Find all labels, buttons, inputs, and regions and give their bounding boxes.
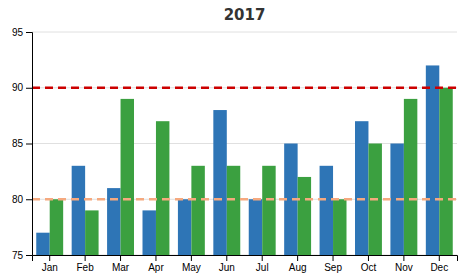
- x-tick-mark: [49, 255, 50, 261]
- bar: [355, 121, 368, 255]
- x-tick-label: Jul: [256, 262, 269, 273]
- bar: [72, 166, 85, 255]
- bar: [36, 233, 49, 255]
- bar: [298, 177, 311, 255]
- x-tick: Apr: [148, 255, 164, 273]
- bar: [213, 110, 226, 255]
- x-tick-mark: [262, 255, 263, 261]
- title: 2017: [224, 6, 266, 24]
- y-tick: 85: [12, 138, 32, 149]
- plot: Jan Feb Mar Apr May Jun Jul Aug Sep Oct Nov Dec 75 80…: [12, 27, 458, 279]
- x-tick: Feb: [77, 255, 95, 273]
- x-tick-mark: [85, 255, 86, 261]
- bar: [439, 88, 452, 255]
- bar: [262, 166, 275, 255]
- bar: [85, 210, 98, 255]
- bar-series: [36, 65, 439, 255]
- x-tick-label: Jun: [219, 262, 235, 273]
- y-tick-label: 95: [12, 27, 24, 38]
- x-tick: Sep: [324, 255, 342, 273]
- y-tick-label: 80: [12, 194, 24, 205]
- x-tick-label: Oct: [361, 262, 377, 273]
- x-tick-mark: [297, 255, 298, 261]
- bar: [143, 210, 156, 255]
- marks: [32, 65, 457, 255]
- x-tick-label: Feb: [77, 262, 95, 273]
- x-tick: Mar: [112, 255, 130, 273]
- y-tick: 75: [12, 250, 32, 261]
- x-tick-mark: [333, 255, 334, 261]
- y-axis-line: [26, 33, 33, 256]
- x-tick-mark: [439, 255, 440, 261]
- x-tick-label: Aug: [289, 262, 307, 273]
- y-tick-mark: [26, 199, 32, 200]
- bar: [191, 166, 204, 255]
- chart: Jan Feb Mar Apr May Jun Jul Aug Sep Oct Nov Dec 75 80…: [0, 0, 469, 279]
- y-axis: 75 80 85 90 95: [12, 27, 33, 261]
- bar: [426, 65, 439, 255]
- x-tick: Jun: [219, 255, 235, 273]
- x-tick-label: Jan: [42, 262, 58, 273]
- x-tick-label: Mar: [112, 262, 130, 273]
- x-tick-mark: [368, 255, 369, 261]
- x-tick: May: [182, 255, 201, 273]
- x-tick-mark: [191, 255, 192, 261]
- y-tick: 95: [12, 27, 32, 38]
- y-tick-label: 90: [12, 82, 24, 93]
- bar: [249, 199, 262, 255]
- x-tick-label: Dec: [430, 262, 448, 273]
- x-tick-mark: [120, 255, 121, 261]
- bar: [156, 121, 169, 255]
- x-tick-label: Apr: [148, 262, 164, 273]
- bar: [320, 166, 333, 255]
- y-tick-mark: [26, 32, 32, 33]
- x-tick: Dec: [430, 255, 448, 273]
- bar: [227, 166, 240, 255]
- y-tick-mark: [26, 144, 32, 145]
- grid-line: [32, 32, 457, 33]
- bar: [50, 199, 63, 255]
- bar: [178, 199, 191, 255]
- bar: [404, 99, 417, 255]
- y-tick: 80: [12, 194, 32, 205]
- reference-line: [32, 87, 457, 90]
- x-tick-mark: [226, 255, 227, 261]
- x-tick-label: May: [182, 262, 201, 273]
- bar: [121, 99, 134, 255]
- y-tick-mark: [26, 88, 32, 89]
- y-tick-label: 85: [12, 138, 24, 149]
- y-tick-label: 75: [12, 250, 24, 261]
- x-tick-mark: [403, 255, 404, 261]
- bar-series: [50, 88, 453, 255]
- x-tick-label: Sep: [324, 262, 342, 273]
- x-tick: Jan: [42, 255, 58, 273]
- x-axis-line: [33, 256, 458, 262]
- x-tick: Nov: [395, 255, 413, 273]
- y-tick: 90: [12, 82, 32, 93]
- x-tick: Oct: [361, 255, 377, 273]
- y-tick-mark: [26, 255, 32, 256]
- reference-line: [32, 198, 457, 201]
- bar: [333, 199, 346, 255]
- x-tick: Aug: [289, 255, 307, 273]
- x-tick: Jul: [256, 255, 269, 273]
- x-axis: Jan Feb Mar Apr May Jun Jul Aug Sep Oct Nov Dec: [33, 255, 458, 273]
- grid-line: [32, 87, 457, 88]
- x-tick-mark: [155, 255, 156, 261]
- x-tick-label: Nov: [395, 262, 413, 273]
